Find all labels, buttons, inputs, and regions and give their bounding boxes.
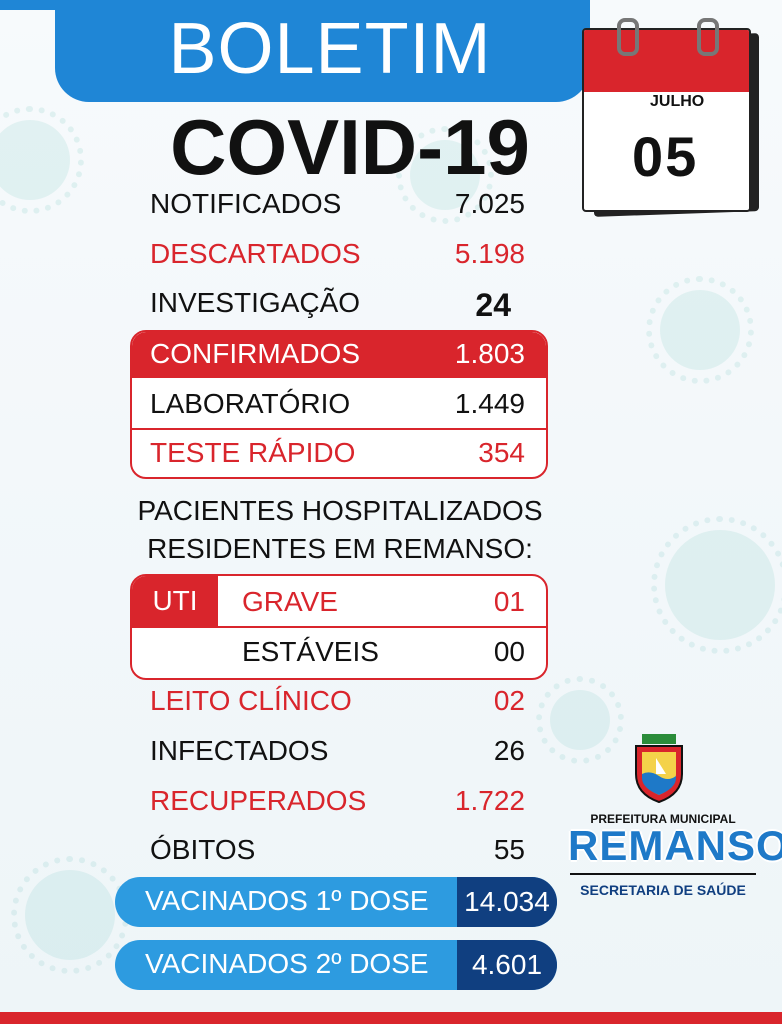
uti-tag: UTI <box>132 576 218 626</box>
divider <box>132 626 546 628</box>
hospitalized-title-line1: PACIENTES HOSPITALIZADOS <box>137 495 543 526</box>
virus-decoration-icon <box>11 856 129 974</box>
vaccinated-dose1-bar: VACINADOS 1º DOSE 14.034 <box>115 877 557 927</box>
stat-value: 00 <box>493 636 525 667</box>
page-subtitle: COVID-19 <box>170 103 530 191</box>
logo-small-text: PREFEITURA MUNICIPAL <box>590 812 736 826</box>
stat-value: 1.449 <box>454 388 525 419</box>
stat-label: RECUPERADOS <box>150 785 367 816</box>
stat-row-confirmados: CONFIRMADOS 1.803 <box>150 338 525 382</box>
stat-row-laboratorio: LABORATÓRIO 1.449 <box>150 388 525 432</box>
bottom-bar <box>0 1012 782 1024</box>
vaccinated-label: VACINADOS 2º DOSE <box>145 948 429 979</box>
virus-decoration-icon <box>536 676 624 764</box>
calendar-month: JULHO <box>650 93 705 110</box>
stat-row-notificados: NOTIFICADOS 7.025 <box>150 188 525 232</box>
stat-row-leito-clinico: LEITO CLÍNICO 02 <box>150 685 525 729</box>
stat-label: LEITO CLÍNICO <box>150 685 352 716</box>
stat-value: 26 <box>493 735 525 766</box>
stat-value: 5.198 <box>454 238 525 269</box>
stat-value: 1.803 <box>454 338 525 369</box>
stat-value: 1.722 <box>454 785 525 816</box>
calendar-ring-icon <box>617 18 639 56</box>
calendar-year: 2021 <box>610 98 639 113</box>
calendar-day: 05 <box>632 125 699 188</box>
calendar-icon: 2021 JULHO 05 <box>582 18 772 223</box>
vaccinated-value: 14.034 <box>457 877 557 927</box>
calendar-ring-icon <box>697 18 719 56</box>
stat-label: NOTIFICADOS <box>150 188 342 219</box>
virus-decoration-icon <box>646 276 754 384</box>
logo-department: SECRETARIA DE SAÚDE <box>580 882 746 898</box>
virus-decoration-icon <box>651 516 782 654</box>
stat-label: INVESTIGAÇÃO <box>150 287 361 318</box>
stat-label: DESCARTADOS <box>150 238 361 269</box>
hospitalized-title-line2: RESIDENTES EM REMANSO: <box>147 533 533 564</box>
logo-name: REMANSO <box>568 822 782 869</box>
uti-box: UTI <box>130 574 548 680</box>
stat-value: 354 <box>478 437 525 468</box>
stat-row-recuperados: RECUPERADOS 1.722 <box>150 785 525 829</box>
calendar-page <box>582 28 751 212</box>
stat-value: 02 <box>493 685 525 716</box>
stat-label: CONFIRMADOS <box>150 338 360 369</box>
divider <box>132 428 546 430</box>
stat-row-grave: GRAVE 01 <box>242 586 525 630</box>
stat-row-teste-rapido: TESTE RÁPIDO 354 <box>150 437 525 481</box>
stat-row-investigacao: INVESTIGAÇÃO 24 <box>150 287 525 331</box>
hospitalized-title: PACIENTES HOSPITALIZADOS RESIDENTES EM R… <box>90 492 590 568</box>
confirmed-box <box>130 330 548 479</box>
stat-value: 01 <box>493 586 525 617</box>
stat-label: INFECTADOS <box>150 735 329 766</box>
header-banner <box>55 0 590 102</box>
stat-label: ÓBITOS <box>150 834 256 865</box>
stat-label: LABORATÓRIO <box>150 388 351 419</box>
virus-decoration-icon <box>396 126 494 224</box>
virus-decoration-icon <box>0 106 84 214</box>
stat-label: GRAVE <box>242 586 338 617</box>
stat-row-obitos: ÓBITOS 55 <box>150 834 525 878</box>
stat-row-descartados: DESCARTADOS 5.198 <box>150 238 525 282</box>
stat-label: ESTÁVEIS <box>242 636 379 667</box>
vaccinated-label: VACINADOS 1º DOSE <box>145 885 429 916</box>
stat-row-infectados: INFECTADOS 26 <box>150 735 525 779</box>
confirmed-header <box>132 332 546 378</box>
stat-label: TESTE RÁPIDO <box>150 437 356 468</box>
calendar-header <box>584 30 749 92</box>
stat-value: 55 <box>493 834 525 865</box>
municipal-crest-icon <box>635 734 683 804</box>
municipal-logo: PREFEITURA MUNICIPAL REMANSO SECRETARIA … <box>568 732 782 902</box>
vaccinated-dose2-bar: VACINADOS 2º DOSE 4.601 <box>115 940 557 990</box>
page-title: BOLETIM <box>168 9 492 89</box>
divider <box>570 873 756 875</box>
stat-value: 24 <box>475 287 511 323</box>
stat-row-estaveis: ESTÁVEIS 00 <box>242 636 525 680</box>
vaccinated-value: 4.601 <box>457 940 557 990</box>
stat-value: 7.025 <box>454 188 525 219</box>
